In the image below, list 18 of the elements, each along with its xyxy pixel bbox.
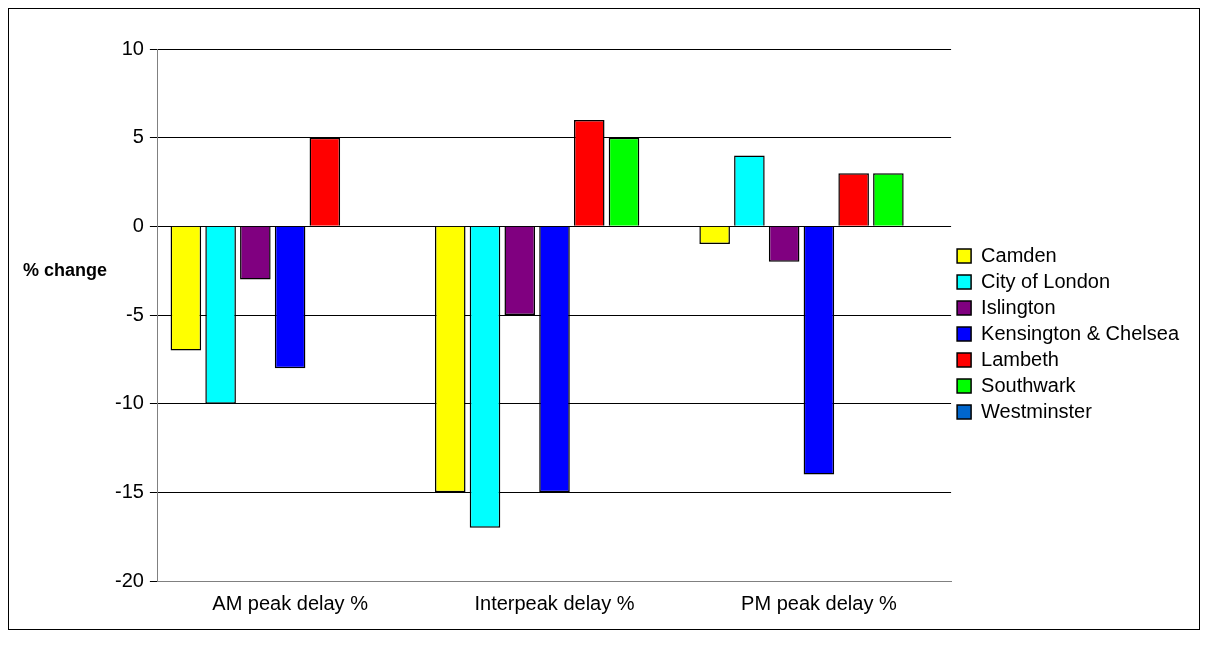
legend-label: City of London xyxy=(981,269,1111,292)
legend-label: Kensington & Chelsea xyxy=(981,321,1180,344)
x-tick-label: Interpeak delay % xyxy=(474,591,635,614)
legend-label: Islington xyxy=(981,295,1056,318)
x-tick-label: AM peak delay % xyxy=(212,591,369,614)
legend-label: Camden xyxy=(981,243,1057,266)
legend-label: Westminster xyxy=(981,399,1093,422)
legend-label: Southwark xyxy=(981,373,1077,396)
y-axis-title: % change xyxy=(22,259,107,280)
y-tick-label: -20 xyxy=(115,568,144,591)
y-tick-label: -10 xyxy=(115,391,144,414)
x-tick-label: PM peak delay % xyxy=(741,591,897,614)
y-tick-label: 10 xyxy=(121,36,144,59)
y-tick-label: 5 xyxy=(132,125,144,148)
y-tick-label: -15 xyxy=(115,479,144,502)
legend-label: Lambeth xyxy=(981,347,1059,370)
y-tick-label: -5 xyxy=(126,302,144,325)
y-tick-label: 0 xyxy=(132,213,144,236)
